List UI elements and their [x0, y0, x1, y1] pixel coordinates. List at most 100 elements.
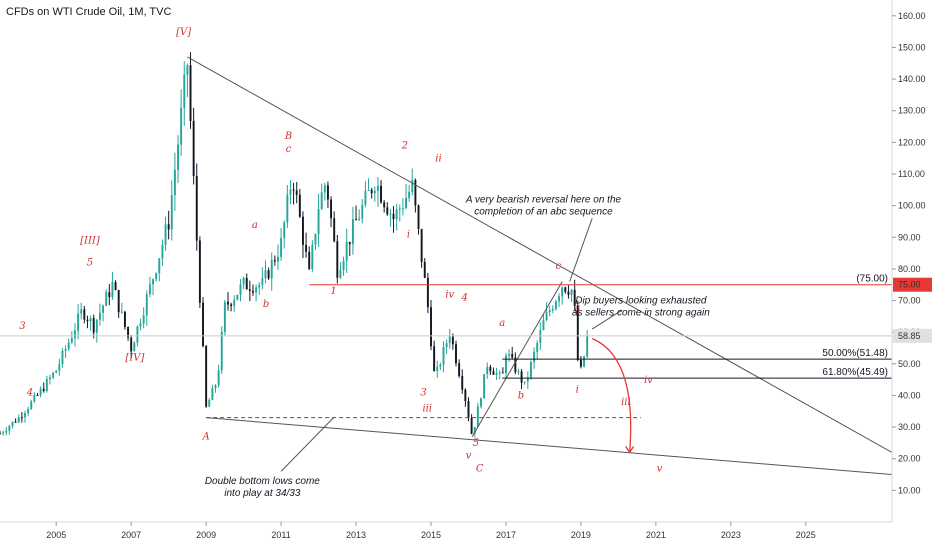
candle-body [554, 301, 557, 310]
time-tick-label: 2007 [121, 530, 141, 540]
candle-body [58, 364, 61, 371]
candle-body [405, 198, 407, 208]
wave-label: 2 [401, 141, 408, 152]
time-tick-label: 2017 [496, 530, 516, 540]
annotation-text: Double bottom lows come [205, 476, 320, 487]
candle-body [383, 202, 386, 208]
price-tick-label: 160.00 [898, 11, 926, 21]
candle-body [526, 377, 529, 382]
candle-body [361, 204, 364, 219]
candle-body [242, 278, 245, 285]
price-tick-label: 150.00 [898, 42, 926, 52]
candle-body [214, 385, 217, 389]
wave-label: b [518, 391, 524, 402]
upper-trendline [187, 56, 893, 453]
candle-body [155, 273, 158, 280]
wave-label: 4 [461, 293, 468, 304]
candle-body [248, 289, 251, 291]
wave-label: i [407, 229, 410, 240]
candle-body [364, 190, 367, 205]
annotation-text: into play at 34/33 [224, 488, 301, 499]
candle-body [142, 315, 145, 324]
candle-body [83, 309, 86, 320]
candle-body [433, 346, 436, 371]
candle-body [189, 65, 192, 122]
candle-body [286, 194, 289, 223]
wave-label: B [284, 131, 292, 142]
annotation-text: completion of an abc sequence [474, 206, 613, 217]
candle-body [120, 311, 123, 313]
candle-body [202, 302, 204, 347]
candle-body [233, 299, 236, 306]
candle-body [114, 282, 117, 291]
candle-body [426, 277, 429, 308]
candle-body [298, 194, 301, 217]
level-75-label: (75.00) [856, 274, 888, 285]
candle-body [183, 74, 186, 108]
candle-body [117, 290, 120, 313]
candle-body [542, 320, 545, 330]
wave-label: 5 [87, 258, 93, 269]
candle-body [348, 241, 351, 244]
time-tick-label: 2009 [196, 530, 216, 540]
time-axis[interactable]: 2005 2007 2009 2011 2013 2015 2017 2019 2021 2023… [0, 521, 892, 540]
wave-label: a [499, 318, 505, 329]
candle-body [576, 305, 579, 360]
candle-body [208, 399, 211, 407]
candle-body [392, 213, 395, 220]
candle-body [536, 343, 539, 352]
annotation-text: A very bearish reversal here on the [465, 194, 622, 205]
trend-lines: 50.00%(51.48) 61.80%(45.49) (75.00) [0, 56, 893, 476]
candle-body [376, 185, 379, 191]
price-tick-label: 10.00 [898, 485, 921, 495]
candle-body [586, 335, 589, 357]
candle-body [351, 219, 354, 244]
candle-body [108, 292, 111, 298]
candle-body [145, 294, 148, 316]
candle-body [20, 417, 23, 419]
candle-body [451, 336, 454, 345]
candle-body [186, 65, 189, 75]
candle-body [358, 218, 361, 220]
wave-label: 4 [26, 387, 33, 398]
annotation-leader [280, 417, 334, 472]
price-tick-label: 90.00 [898, 232, 921, 242]
candle-body [42, 388, 45, 391]
time-tick-label: 2011 [271, 530, 290, 540]
candle-body [92, 318, 95, 333]
annotation-leader [591, 309, 623, 330]
candle-body [301, 216, 304, 245]
candle-body [70, 338, 73, 343]
time-tick-label: 2021 [646, 530, 666, 540]
wave-label: A [202, 432, 210, 443]
candle-body [495, 373, 498, 375]
candle-body [61, 350, 64, 365]
candle-body [501, 372, 504, 374]
candle-body [195, 175, 198, 241]
candle-body [567, 291, 570, 295]
candle-body [273, 260, 276, 262]
candle-body [317, 209, 320, 235]
wave-label: 3 [420, 387, 426, 398]
chart-title: CFDs on WTI Crude Oil, 1M, TVC [6, 6, 172, 18]
candle-body [467, 401, 470, 418]
candle-body [398, 208, 401, 210]
candle-body [252, 290, 254, 293]
candle-body [39, 388, 42, 396]
price-tick-label: 70.00 [898, 296, 921, 306]
candle-body [533, 351, 536, 363]
candle-body [320, 192, 323, 210]
candle-body [458, 363, 461, 377]
price-tick-label: 80.00 [898, 264, 921, 274]
candle-body [198, 240, 201, 303]
projection-arrow [591, 337, 632, 453]
candle-body [330, 199, 333, 219]
candle-body [339, 270, 342, 278]
price-axis[interactable]: 10.0020.0030.0040.0050.0060.0070.0080.00… [891, 0, 932, 522]
candle-body [326, 185, 329, 200]
candle-body [442, 347, 445, 365]
candle-body [558, 296, 561, 302]
lower-trendline [206, 417, 893, 476]
candle-body [579, 359, 582, 367]
